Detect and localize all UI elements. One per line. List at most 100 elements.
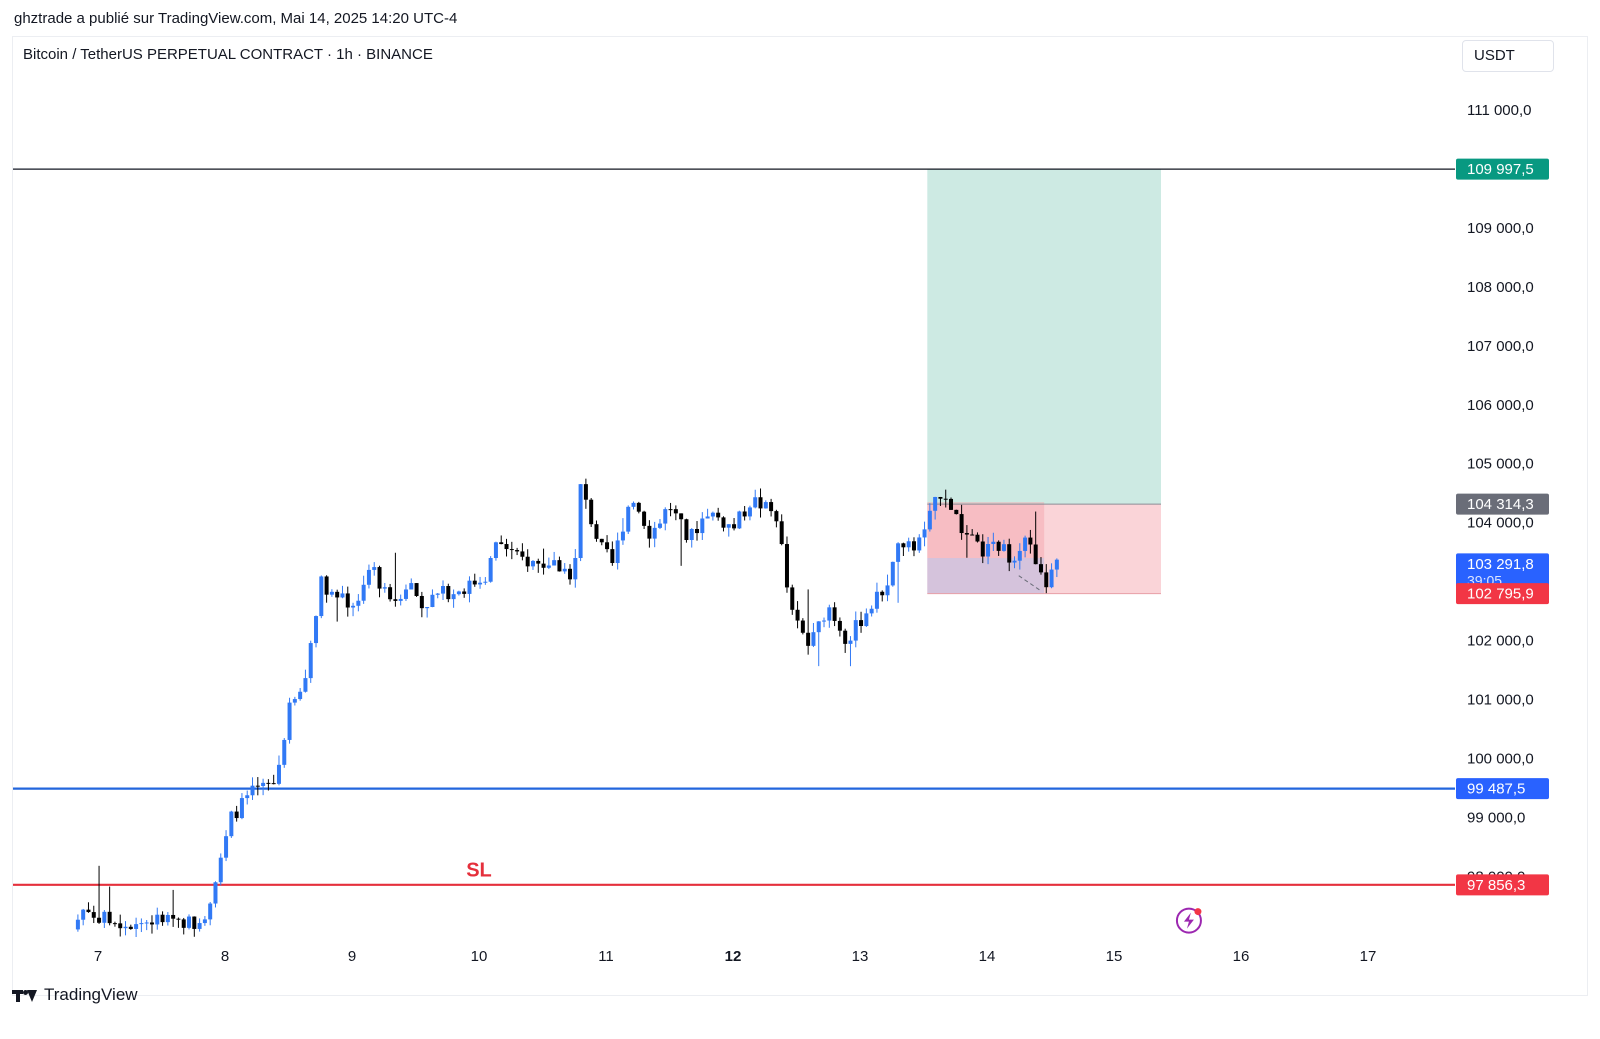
candle[interactable]	[885, 574, 890, 602]
candle[interactable]	[864, 608, 869, 627]
candle[interactable]	[335, 589, 340, 622]
candle[interactable]	[81, 908, 86, 926]
candle[interactable]	[181, 917, 186, 935]
candle[interactable]	[573, 549, 578, 588]
candle[interactable]	[97, 865, 102, 924]
tradingview-logo[interactable]: TradingView	[12, 985, 138, 1005]
candle[interactable]	[557, 556, 562, 572]
candle[interactable]	[568, 564, 573, 585]
candle[interactable]	[393, 552, 398, 607]
candle[interactable]	[610, 541, 615, 566]
candle[interactable]	[155, 907, 160, 930]
lightning-alert-icon[interactable]	[1175, 907, 1202, 934]
candle[interactable]	[901, 542, 906, 556]
candle[interactable]	[202, 916, 207, 926]
candle[interactable]	[208, 901, 213, 926]
candle[interactable]	[917, 534, 922, 553]
candle[interactable]	[261, 778, 266, 796]
target-zone[interactable]	[927, 169, 1161, 505]
candle[interactable]	[859, 611, 864, 633]
candle[interactable]	[663, 507, 668, 531]
candle[interactable]	[520, 543, 525, 561]
candle[interactable]	[107, 886, 112, 926]
candle[interactable]	[922, 521, 927, 547]
candle[interactable]	[329, 589, 334, 597]
candle[interactable]	[451, 589, 456, 608]
candle[interactable]	[446, 583, 451, 603]
candle[interactable]	[499, 535, 504, 545]
candle[interactable]	[620, 518, 625, 545]
candle[interactable]	[366, 564, 371, 589]
candle[interactable]	[456, 590, 461, 596]
candle[interactable]	[668, 502, 673, 517]
candle[interactable]	[239, 793, 244, 820]
candle[interactable]	[896, 542, 901, 603]
candle[interactable]	[975, 532, 980, 543]
symbol-title[interactable]: Bitcoin / TetherUS PERPETUAL CONTRACT · …	[23, 46, 433, 63]
candle[interactable]	[679, 513, 684, 566]
candle[interactable]	[441, 580, 446, 601]
candle[interactable]	[218, 853, 223, 886]
candle[interactable]	[790, 584, 795, 615]
candle[interactable]	[996, 540, 1001, 556]
candle[interactable]	[1033, 511, 1038, 565]
candle[interactable]	[911, 537, 916, 557]
candle[interactable]	[964, 525, 969, 558]
candle[interactable]	[589, 498, 594, 527]
candle[interactable]	[224, 830, 229, 862]
candle[interactable]	[959, 504, 964, 540]
candle[interactable]	[980, 534, 985, 564]
candle[interactable]	[525, 549, 530, 572]
candle[interactable]	[1017, 543, 1022, 570]
candle[interactable]	[536, 558, 541, 573]
candle[interactable]	[779, 514, 784, 546]
candle[interactable]	[234, 805, 239, 822]
candle[interactable]	[478, 576, 483, 589]
candle[interactable]	[340, 585, 345, 599]
candle[interactable]	[356, 594, 361, 612]
candle[interactable]	[578, 484, 583, 562]
candle[interactable]	[266, 779, 271, 791]
candle[interactable]	[710, 511, 715, 521]
candle[interactable]	[583, 478, 588, 509]
candle[interactable]	[869, 605, 874, 617]
candle[interactable]	[843, 628, 848, 653]
candle[interactable]	[298, 688, 303, 701]
candle[interactable]	[515, 547, 520, 556]
candle[interactable]	[816, 621, 821, 667]
candle[interactable]	[695, 521, 700, 541]
candle[interactable]	[599, 538, 604, 546]
candle[interactable]	[229, 810, 234, 838]
candle[interactable]	[102, 910, 107, 928]
candle[interactable]	[176, 917, 181, 928]
candle[interactable]	[890, 561, 895, 587]
candle[interactable]	[562, 563, 567, 574]
candle[interactable]	[187, 914, 192, 930]
candle[interactable]	[303, 669, 308, 693]
candle[interactable]	[636, 501, 641, 514]
candle[interactable]	[388, 583, 393, 602]
candle[interactable]	[689, 528, 694, 548]
candle[interactable]	[552, 551, 557, 566]
candle[interactable]	[732, 518, 737, 531]
candle[interactable]	[811, 622, 816, 648]
candle[interactable]	[986, 536, 991, 565]
candle[interactable]	[938, 496, 943, 506]
candle[interactable]	[726, 524, 731, 537]
candle[interactable]	[118, 914, 123, 937]
candle[interactable]	[282, 738, 287, 768]
candle[interactable]	[827, 604, 832, 628]
candle[interactable]	[123, 921, 128, 936]
candle[interactable]	[493, 541, 498, 561]
candle[interactable]	[91, 905, 96, 924]
candle[interactable]	[795, 601, 800, 629]
candle[interactable]	[806, 589, 811, 655]
candle[interactable]	[255, 777, 260, 796]
candle[interactable]	[652, 521, 657, 548]
candle[interactable]	[467, 576, 472, 603]
candle[interactable]	[1049, 563, 1054, 589]
candle[interactable]	[149, 915, 154, 934]
candle[interactable]	[377, 565, 382, 598]
candle[interactable]	[530, 560, 535, 570]
candle[interactable]	[308, 640, 313, 683]
